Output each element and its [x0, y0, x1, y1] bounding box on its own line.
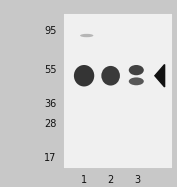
- Ellipse shape: [101, 66, 120, 86]
- Text: 55: 55: [44, 65, 57, 75]
- Text: 2: 2: [107, 174, 114, 185]
- Text: 3: 3: [134, 174, 140, 185]
- Text: 17: 17: [44, 153, 57, 163]
- Ellipse shape: [74, 65, 94, 87]
- Text: 28: 28: [44, 119, 57, 129]
- Text: 1: 1: [81, 174, 87, 185]
- Ellipse shape: [80, 34, 93, 37]
- Text: 36: 36: [44, 99, 57, 109]
- Polygon shape: [155, 65, 165, 87]
- FancyBboxPatch shape: [63, 13, 172, 168]
- Ellipse shape: [129, 65, 144, 75]
- Text: 95: 95: [44, 26, 57, 36]
- Ellipse shape: [129, 77, 144, 85]
